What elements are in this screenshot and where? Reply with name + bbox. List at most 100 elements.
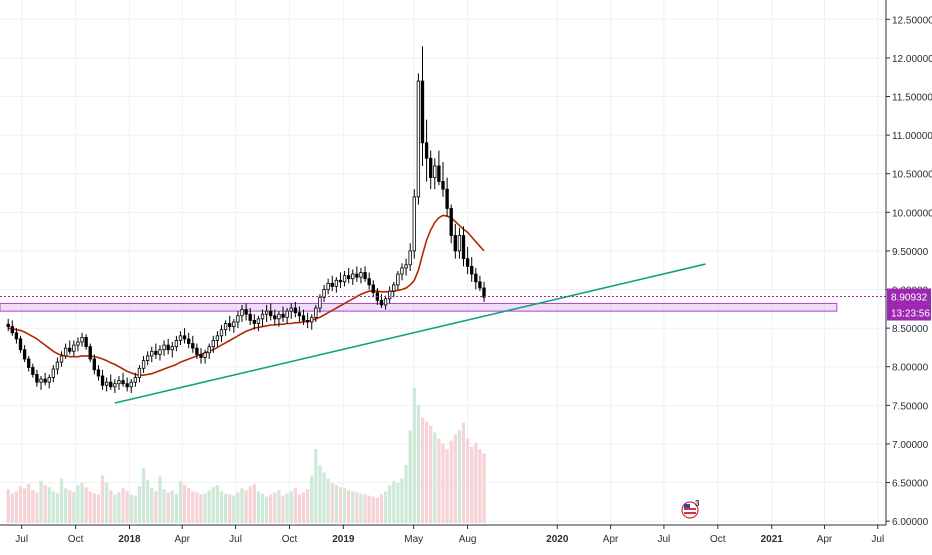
time-tick-label: 2021	[761, 534, 784, 545]
candle	[412, 189, 416, 259]
volume-bar	[187, 488, 191, 523]
candle-body	[88, 346, 92, 360]
candle-body	[236, 315, 240, 323]
candle-body	[203, 352, 207, 358]
candle	[104, 377, 109, 392]
volume-bar	[482, 453, 486, 523]
candle-body	[461, 235, 466, 260]
candle	[281, 306, 285, 322]
candle	[187, 332, 191, 349]
candle	[150, 346, 154, 363]
candle-body	[392, 284, 396, 292]
volume-bars	[6, 388, 486, 523]
candle	[6, 318, 10, 332]
candle-body	[416, 80, 421, 198]
candle-body	[363, 272, 367, 280]
candle	[109, 374, 113, 390]
candle	[396, 270, 400, 290]
candle-body	[6, 323, 10, 327]
candle-body	[162, 344, 166, 351]
volume-bar	[203, 493, 207, 523]
candle	[207, 343, 211, 360]
volume-bar	[289, 491, 293, 523]
volume-bar	[68, 490, 72, 523]
candle-body	[346, 275, 351, 280]
volume-bar	[400, 478, 404, 523]
candle	[252, 314, 256, 330]
candle-body	[277, 313, 281, 320]
time-tick-label: Oct	[68, 534, 84, 545]
volume-bar	[342, 488, 347, 523]
last-price-value: 8.90932	[891, 293, 928, 304]
candle-body	[355, 273, 359, 278]
volume-bar	[215, 485, 220, 523]
countdown-value: 13:23:56	[891, 309, 930, 320]
candle	[429, 150, 433, 190]
time-tick-label: Jul	[15, 534, 28, 545]
trendline-layer[interactable]	[114, 263, 706, 404]
candle	[80, 332, 84, 347]
candle	[367, 272, 371, 290]
candle	[117, 375, 121, 390]
candle	[219, 325, 224, 343]
volume-bar	[35, 492, 39, 523]
candle-body	[63, 347, 68, 357]
candle-body	[330, 282, 334, 287]
volume-bar	[318, 464, 322, 523]
candle-body	[35, 374, 39, 383]
candle-body	[55, 361, 60, 370]
candle	[269, 303, 273, 321]
candle-body	[449, 208, 453, 236]
candle	[478, 275, 482, 292]
support-zone[interactable]	[0, 302, 838, 312]
watermark: 3	[681, 499, 700, 519]
time-tick-label: 2019	[332, 534, 355, 545]
candle	[346, 267, 351, 284]
candle	[453, 223, 457, 259]
candle-body	[326, 282, 330, 290]
volume-bar	[355, 492, 359, 523]
candle	[285, 308, 289, 324]
candle-body	[211, 340, 215, 348]
candle-body	[297, 312, 302, 317]
candle	[178, 331, 183, 346]
candle-body	[27, 358, 31, 368]
candle	[424, 119, 429, 182]
candle	[68, 340, 72, 355]
candle-body	[191, 343, 195, 349]
time-tick-label: Apr	[603, 534, 619, 545]
candle-body	[219, 329, 224, 337]
candle	[334, 277, 339, 293]
volume-bar	[174, 493, 179, 523]
candle-body	[92, 358, 97, 371]
volume-bar	[457, 430, 462, 523]
volume-bar	[322, 472, 326, 523]
candle	[31, 363, 35, 378]
candle	[223, 320, 228, 336]
candle	[273, 309, 277, 326]
volume-bar	[465, 438, 470, 523]
candle-body	[289, 307, 293, 312]
trendline[interactable]	[114, 263, 706, 404]
volume-bar	[420, 417, 425, 523]
candle	[465, 247, 470, 275]
candle-body	[252, 320, 256, 324]
volume-bar	[281, 495, 285, 523]
candle-body	[367, 278, 371, 286]
candle-body	[482, 287, 486, 298]
volume-bar	[424, 421, 429, 523]
candle	[437, 150, 441, 186]
volume-bar	[43, 485, 47, 523]
candle-body	[232, 321, 236, 327]
volume-bar	[433, 432, 437, 523]
candle-body	[396, 273, 400, 286]
volume-bar	[150, 488, 154, 523]
candle-body	[96, 369, 101, 377]
candle	[199, 348, 203, 364]
volume-bar	[240, 488, 244, 523]
candle-body	[342, 275, 347, 283]
volume-bar	[445, 449, 449, 523]
candle	[215, 331, 220, 347]
